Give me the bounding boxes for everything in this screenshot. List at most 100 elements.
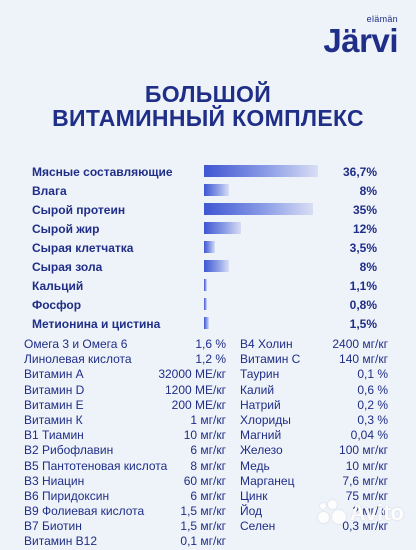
- composition-row: Сырая клетчатка 3,5%: [32, 238, 377, 257]
- nutrient-label: В5 Пантотеновая кислота: [24, 458, 168, 473]
- composition-label: Фосфор: [32, 298, 82, 312]
- composition-bar: [204, 241, 215, 253]
- nutrient-row: Хлориды 0,3 %: [240, 413, 388, 428]
- nutrient-row: Витамин Е 200 МЕ/кг: [24, 398, 226, 413]
- nutrient-label: В9 Фолиевая кислота: [24, 504, 145, 519]
- nutrient-row: Селен 0,3 мг/кг: [240, 519, 388, 534]
- nutrient-label: В2 Рибофлавин: [24, 443, 114, 458]
- nutrient-row: Цинк 75 мг/кг: [240, 489, 388, 504]
- brand-logo-main: Järvi: [323, 22, 398, 59]
- composition-bar: [204, 222, 241, 234]
- nutrient-row: Витамин С 140 мг/кг: [240, 352, 388, 367]
- composition-value: 1,5%: [349, 317, 377, 331]
- nutrient-label: Медь: [240, 458, 270, 473]
- nutrient-label: Витамин Е: [24, 397, 84, 412]
- nutrient-label: Йод: [240, 504, 263, 519]
- composition-table: Мясные составляющие 36,7% Влага 8% Сырой про…: [32, 162, 377, 333]
- composition-value: 35%: [352, 203, 377, 217]
- nutrient-row: Натрий 0,2 %: [240, 398, 388, 413]
- nutrients-left-list: Омега 3 и Омега 6 1,6 % Линолевая кислота 1…: [24, 337, 226, 550]
- nutrient-value: 1200 МЕ/кг: [165, 382, 226, 397]
- nutrient-value: 10 мг/кг: [183, 428, 226, 443]
- composition-row: Сырая зола 8%: [32, 257, 377, 276]
- nutrient-value: 0,1 %: [357, 367, 388, 382]
- composition-bar: [204, 184, 229, 196]
- nutrient-row: Железо 100 мг/кг: [240, 443, 388, 458]
- composition-value: 8%: [359, 260, 377, 274]
- nutrient-label: Витамин В12: [24, 534, 98, 549]
- composition-bar-track: [204, 184, 324, 196]
- composition-value: 1,1%: [349, 279, 377, 293]
- nutrient-row: В9 Фолиевая кислота 1,5 мг/кг: [24, 504, 226, 519]
- nutrient-row: В2 Рибофлавин 6 мг/кг: [24, 443, 226, 458]
- nutrient-label: Натрий: [240, 397, 281, 412]
- nutrient-row: Йод 2 мг/кг: [240, 504, 388, 519]
- composition-row: Фосфор 0,8%: [32, 295, 377, 314]
- composition-bar: [204, 279, 207, 291]
- nutrient-row: Калий 0,6 %: [240, 383, 388, 398]
- nutrient-label: Железо: [240, 443, 283, 458]
- brand-logo: elämän Järvi: [318, 14, 398, 64]
- nutrient-value: 140 мг/кг: [339, 352, 388, 367]
- nutrient-value: 10 мг/кг: [345, 458, 388, 473]
- nutrient-row: Таурин 0,1 %: [240, 367, 388, 382]
- nutrient-value: 0,3 мг/кг: [342, 519, 388, 534]
- nutrient-label: Витамин А: [24, 367, 84, 382]
- nutrient-value: 6 мг/кг: [190, 443, 226, 458]
- nutrient-row: Витамин D 1200 МЕ/кг: [24, 383, 226, 398]
- composition-bar: [204, 298, 207, 310]
- nutrient-value: 1,5 мг/кг: [180, 519, 226, 534]
- nutrient-label: Селен: [240, 519, 276, 534]
- nutrient-value: 8 мг/кг: [190, 458, 226, 473]
- composition-bar: [204, 260, 229, 272]
- nutrient-row: В6 Пиридоксин 6 мг/кг: [24, 489, 226, 504]
- nutrient-value: 1,5 мг/кг: [180, 504, 226, 519]
- composition-row: Сырой жир 12%: [32, 219, 377, 238]
- nutrient-label: Марганец: [240, 473, 295, 488]
- nutrient-value: 75 мг/кг: [345, 488, 388, 503]
- composition-label: Кальций: [32, 279, 84, 293]
- composition-label: Влага: [32, 184, 67, 198]
- composition-bar-track: [204, 260, 324, 272]
- composition-bar-track: [204, 203, 324, 215]
- nutrient-value: 0,04 %: [350, 428, 388, 443]
- nutrient-row: Витамин А 32000 МЕ/кг: [24, 367, 226, 382]
- nutrient-row: В5 Пантотеновая кислота 8 мг/кг: [24, 459, 226, 474]
- nutrient-row: Магний 0,04 %: [240, 428, 388, 443]
- nutrient-value: 32000 МЕ/кг: [158, 367, 226, 382]
- nutrient-value: 200 МЕ/кг: [171, 397, 226, 412]
- composition-value: 12%: [352, 222, 377, 236]
- nutrient-label: Линолевая кислота: [24, 352, 132, 367]
- nutrient-row: Витамин В12 0,1 мг/кг: [24, 534, 226, 549]
- composition-row: Влага 8%: [32, 181, 377, 200]
- nutrient-label: Таурин: [240, 367, 280, 382]
- nutrient-value: 0,1 мг/кг: [180, 534, 226, 549]
- nutrient-row: Марганец 7,6 мг/кг: [240, 474, 388, 489]
- nutrient-label: Хлориды: [240, 412, 291, 427]
- composition-bar: [204, 203, 313, 215]
- nutrient-row: Линолевая кислота 1,2 %: [24, 352, 226, 367]
- nutrient-label: В3 Ниацин: [24, 473, 85, 488]
- nutrient-row: Медь 10 мг/кг: [240, 459, 388, 474]
- composition-bar: [204, 165, 318, 177]
- page-title-line2: ВИТАМИННЫЙ КОМПЛЕКС: [52, 105, 364, 131]
- nutrient-label: Витамин К: [24, 412, 83, 427]
- composition-value: 0,8%: [349, 298, 377, 312]
- composition-label: Сырая клетчатка: [32, 241, 134, 255]
- composition-value: 8%: [359, 184, 377, 198]
- avito-watermark-text: Avito: [349, 500, 404, 525]
- composition-label: Сырой протеин: [32, 203, 126, 217]
- composition-row: Метионина и цистина 1,5%: [32, 314, 377, 333]
- nutrient-value: 0,2 %: [357, 397, 388, 412]
- nutrient-value: 100 мг/кг: [339, 443, 388, 458]
- nutrient-label: Магний: [240, 428, 282, 443]
- page-title: БОЛЬШОЙ ВИТАМИННЫЙ КОМПЛЕКС: [0, 82, 416, 130]
- composition-value: 3,5%: [349, 241, 377, 255]
- composition-row: Мясные составляющие 36,7%: [32, 162, 377, 181]
- nutrient-row: В7 Биотин 1,5 мг/кг: [24, 519, 226, 534]
- avito-watermark: Avito: [317, 500, 404, 526]
- composition-label: Мясные составляющие: [32, 165, 173, 179]
- composition-row: Кальций 1,1%: [32, 276, 377, 295]
- nutrient-row: В4 Холин 2400 мг/кг: [240, 337, 388, 352]
- nutrient-label: Калий: [240, 382, 275, 397]
